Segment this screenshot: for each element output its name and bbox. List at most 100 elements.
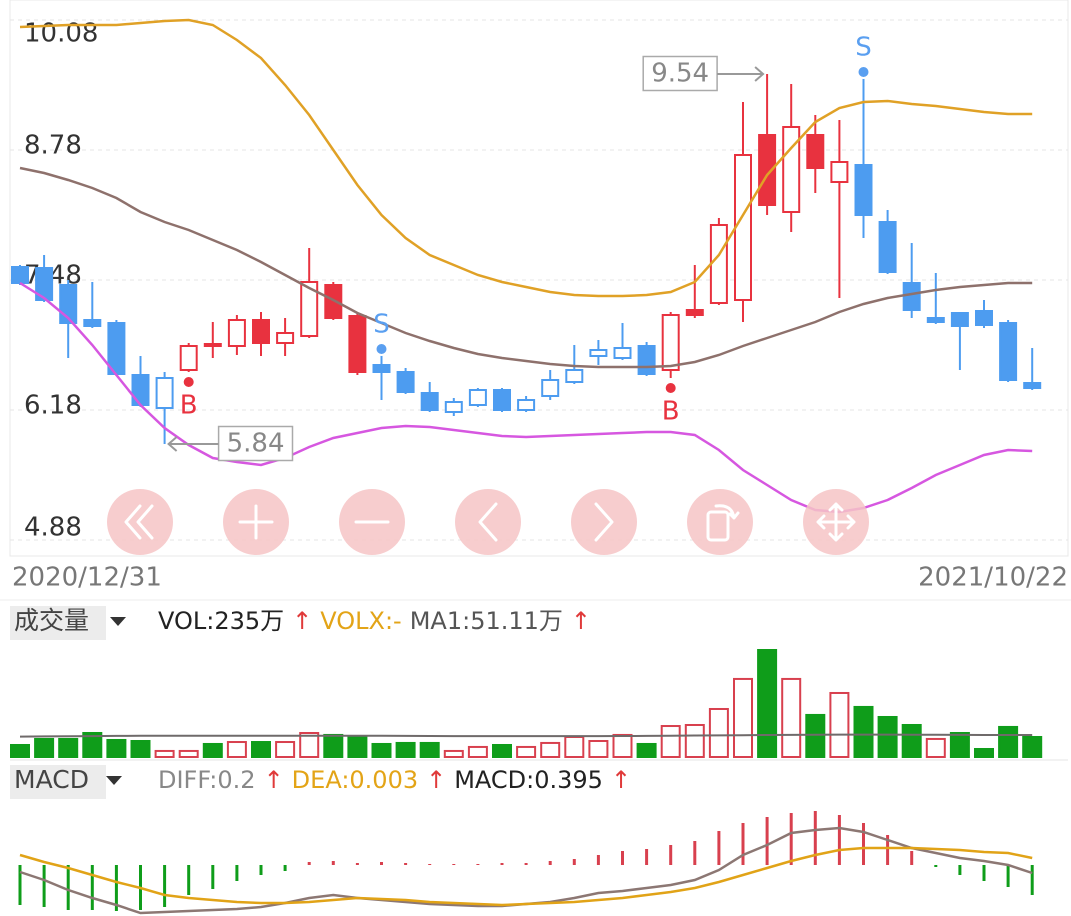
legend-item: ↑ (264, 766, 284, 794)
volume-bar (708, 707, 729, 759)
candle-body (300, 281, 319, 337)
candle-body (1023, 382, 1042, 389)
volume-bar (540, 741, 561, 758)
extreme-label: 5.84 (227, 429, 285, 459)
volume-bar (443, 749, 464, 758)
volume-bar (636, 742, 657, 759)
candle-body (444, 401, 463, 413)
candle-body (854, 164, 873, 216)
chart-layers: 10.088.787.486.184.882020/12/312021/10/2… (10, 18, 1068, 915)
candle-body (950, 312, 969, 327)
volume-bar (347, 735, 368, 759)
candle-body (396, 371, 415, 393)
candle-body (324, 284, 343, 319)
candle-body (83, 319, 102, 327)
legend-item: DIFF:0.2 (158, 766, 256, 794)
candle-body (613, 347, 632, 359)
move-button[interactable] (803, 489, 869, 555)
legend-item: MACD:0.395 (454, 766, 603, 794)
volume-bar (299, 731, 320, 759)
volume-bar (467, 745, 488, 758)
candle-body (252, 319, 270, 344)
y-tick-label: 10.08 (24, 19, 98, 49)
extreme-box (642, 55, 718, 92)
legend-item: VOLX:- (320, 607, 401, 635)
band-line (19, 18, 1033, 298)
y-tick-label: 4.88 (24, 513, 82, 543)
volume-bar (516, 745, 537, 758)
candle-body (685, 309, 704, 316)
volume-bar (1022, 735, 1043, 759)
candle-body (179, 345, 198, 371)
extreme-label: 9.54 (651, 59, 709, 89)
volume-bar (492, 743, 512, 759)
dropdown-icon[interactable] (106, 776, 122, 785)
candle-body (35, 267, 54, 301)
signal-label: S (855, 33, 872, 63)
candle-body (541, 379, 560, 397)
candle-body (734, 154, 752, 301)
volume-bar (106, 738, 127, 759)
volume-bar (781, 677, 802, 759)
candle-body (902, 282, 921, 311)
back-button[interactable] (455, 489, 521, 555)
legend-item: ↑ (292, 607, 312, 635)
x-start-label: 2020/12/31 (12, 563, 162, 593)
volume-bar (34, 737, 55, 758)
rotate-button[interactable] (687, 489, 753, 555)
legend-item: VOL:235万 (158, 607, 284, 635)
volume-bar (419, 741, 440, 758)
candle-body (806, 134, 825, 169)
volume-bar (805, 713, 826, 759)
zoom-out-button[interactable] (339, 489, 405, 555)
candle-body (131, 374, 150, 406)
volume-bar (901, 723, 922, 759)
candle-body (420, 392, 439, 411)
signal-label: B (662, 397, 680, 427)
candle-body (11, 266, 29, 284)
volume-bar (251, 741, 271, 759)
volume-bar (757, 649, 778, 758)
signal-label: B (180, 391, 198, 421)
candle-body (348, 315, 367, 373)
zoom-in-button[interactable] (223, 489, 289, 555)
candle-body (372, 364, 391, 373)
indicator-tab[interactable] (10, 765, 106, 799)
candle-body (975, 310, 993, 326)
volume-ma-line (19, 733, 1033, 738)
fast-back-button[interactable] (107, 489, 173, 555)
legend-item: MA1:51.11万 (410, 607, 563, 635)
indicator-title: MACD (14, 765, 89, 794)
volume-bar (974, 747, 994, 759)
band-line (19, 166, 1033, 369)
volume-bar (829, 691, 850, 758)
volume-bar (564, 735, 585, 759)
volume-bar (395, 741, 416, 758)
volume-bar (10, 743, 30, 759)
candle-body (589, 349, 608, 357)
legend-item: ↑ (426, 766, 446, 794)
volume-bar (371, 742, 392, 759)
candle-body (661, 314, 680, 371)
legend-item: ↑ (571, 607, 591, 635)
volume-bar (998, 725, 1019, 759)
volume-bar (226, 741, 247, 759)
dropdown-icon[interactable] (110, 617, 126, 626)
indicator-tab[interactable] (10, 606, 106, 640)
candle-body (758, 134, 777, 206)
signal-dot (181, 375, 196, 389)
forward-button[interactable] (571, 489, 637, 555)
zoom-controls (107, 489, 869, 555)
indicator-title: 成交量 (14, 606, 89, 635)
volume-bar (275, 741, 296, 759)
signal-dot (856, 65, 871, 79)
volume-bar (130, 739, 151, 759)
volume-bar (202, 742, 223, 759)
volume-bar (660, 725, 681, 759)
volume-bar (925, 737, 946, 758)
signal-label: S (373, 310, 390, 340)
candle-body (926, 317, 945, 323)
macd-line (19, 826, 1033, 915)
candle-body (227, 319, 246, 347)
